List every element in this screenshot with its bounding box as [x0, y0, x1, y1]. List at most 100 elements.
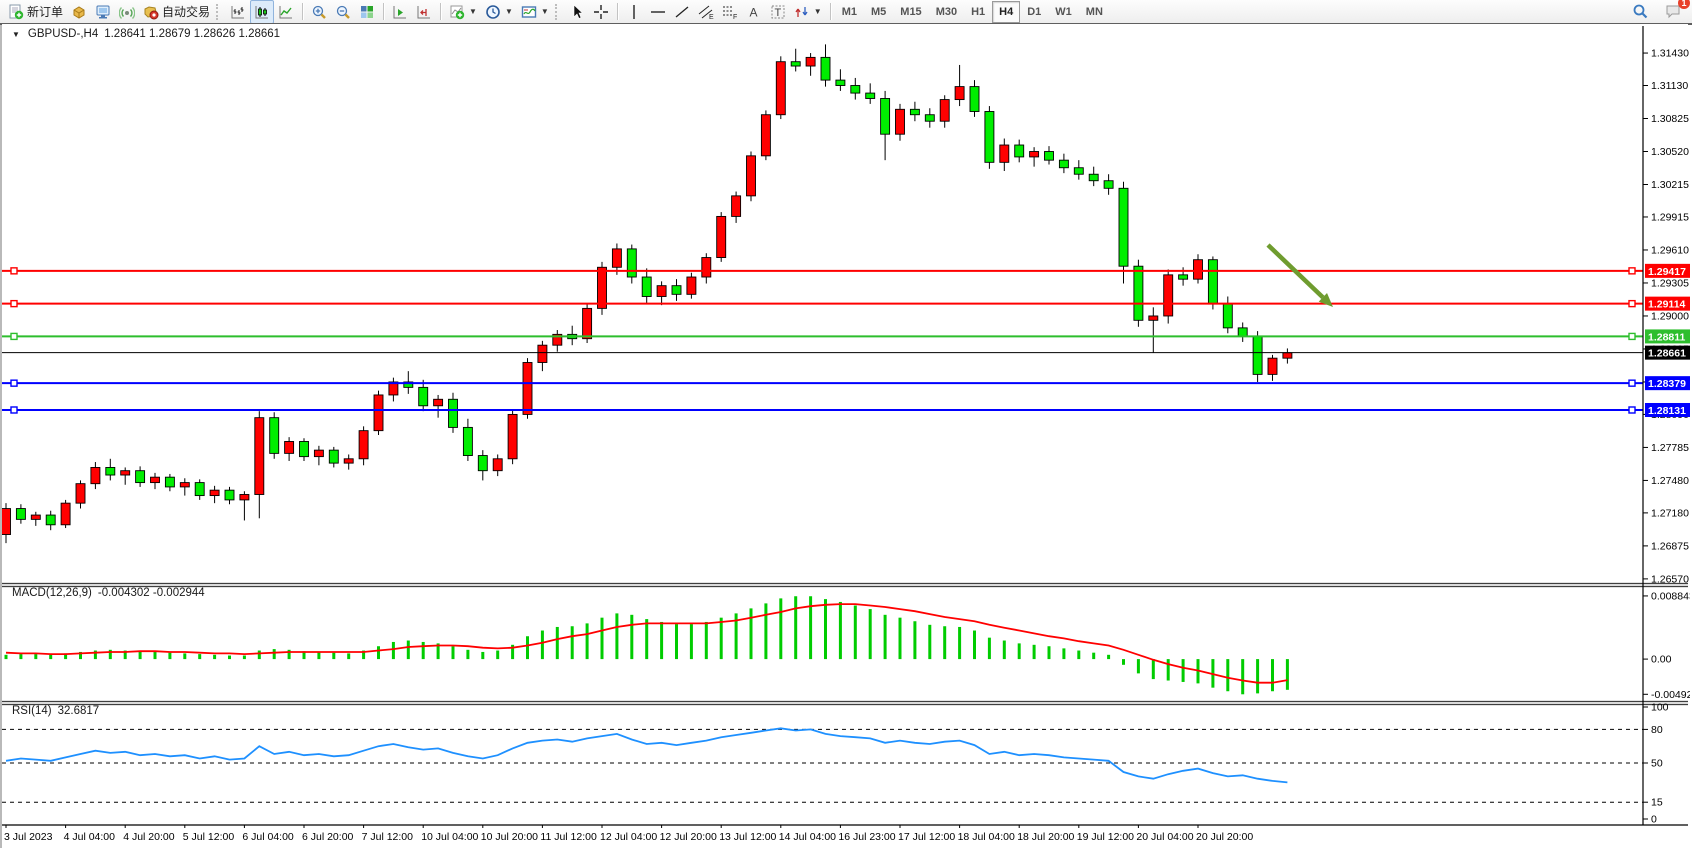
timeframe-d1-button[interactable]: D1 — [1027, 5, 1042, 18]
timeframe-m30-button[interactable]: M30 — [935, 5, 958, 18]
chart-title[interactable]: ▼ GBPUSD-,H4 1.28641 1.28679 1.28626 1.2… — [12, 28, 280, 40]
price-badge-label: 1.28379 — [1648, 378, 1686, 390]
candle-body — [984, 111, 995, 163]
equidistant-channel-button[interactable]: E — [694, 0, 718, 24]
periods-button[interactable]: ▼ — [481, 0, 517, 24]
line-chart-button[interactable] — [274, 0, 298, 24]
indicators-button[interactable]: ▼ — [445, 0, 481, 24]
macd-bar — [272, 649, 276, 660]
vertical-line-button[interactable] — [622, 0, 646, 24]
candle-body — [1222, 303, 1233, 329]
cursor-button[interactable] — [565, 0, 589, 24]
date-axis-label: 12 Jul 20:00 — [660, 831, 717, 843]
chart-shift-button[interactable] — [412, 0, 436, 24]
signal-button[interactable] — [115, 0, 139, 24]
candle-body — [239, 494, 250, 501]
candle-body — [1282, 352, 1293, 359]
fibonacci-button[interactable]: F — [718, 0, 742, 24]
zoom-out-button[interactable] — [331, 0, 355, 24]
line-chart-icon — [278, 4, 294, 20]
macd-bar — [1032, 644, 1036, 660]
candle-body — [1178, 274, 1189, 280]
templates-button[interactable]: ▼ — [517, 0, 553, 24]
horizontal-line-button[interactable] — [646, 0, 670, 24]
toolbar-separator — [440, 3, 442, 20]
candle-body — [492, 458, 503, 472]
macd-bar — [943, 626, 947, 660]
macd-values: -0.004302 -0.002944 — [97, 587, 205, 599]
search-button[interactable] — [1628, 0, 1653, 24]
toolbar-separator — [302, 3, 304, 20]
tile-windows-button[interactable] — [355, 0, 379, 24]
candle-body — [1148, 315, 1159, 321]
chart-ohlc-quotes: 1.28641 1.28679 1.28626 1.28661 — [104, 28, 281, 40]
candle-body — [641, 276, 652, 297]
timeframe-h1-button[interactable]: H1 — [971, 5, 986, 18]
macd-bar — [64, 653, 68, 660]
terminal-button[interactable] — [91, 0, 115, 24]
chart-symbol-period: GBPUSD-,H4 — [27, 28, 99, 40]
arrows-button[interactable]: ▼ — [790, 0, 826, 24]
timeframe-mn-button[interactable]: MN — [1085, 5, 1103, 18]
macd-bar — [734, 613, 738, 660]
price-axis-label: 1.27480 — [1651, 475, 1689, 487]
macd-bar — [1271, 659, 1274, 692]
market-watch-icon — [71, 4, 87, 20]
auto-trading-button[interactable]: 自动交易 — [139, 0, 214, 24]
macd-bar — [19, 654, 23, 660]
bar-chart-button[interactable] — [226, 0, 250, 24]
candle-body — [939, 99, 950, 122]
timeframe-m5-button[interactable]: M5 — [871, 5, 887, 18]
price-badge-label: 1.29417 — [1648, 266, 1686, 278]
date-axis-label: 18 Jul 04:00 — [958, 831, 1015, 843]
new-order-button[interactable]: 新订单 — [4, 0, 67, 24]
timeframe-m1-button[interactable]: M1 — [841, 5, 857, 18]
notifications-button[interactable]: 1 — [1661, 0, 1690, 24]
macd-bar — [928, 624, 932, 660]
market-watch-button[interactable] — [67, 0, 91, 24]
rsi-name: RSI(14) — [12, 705, 52, 717]
timeframe-w1-button[interactable]: W1 — [1055, 5, 1072, 18]
candle-body — [418, 386, 429, 407]
text-button[interactable]: A — [742, 0, 766, 24]
macd-bar — [377, 646, 380, 660]
candlestick-chart-button[interactable] — [250, 0, 275, 24]
auto-scroll-button[interactable] — [388, 0, 412, 24]
zoom-out-icon — [335, 4, 351, 20]
candle-body — [924, 114, 935, 122]
macd-axis-label: 0.00 — [1651, 654, 1672, 666]
macd-bar — [4, 654, 8, 660]
trendline-button[interactable] — [670, 0, 694, 24]
price-axis-label: 1.31430 — [1651, 48, 1689, 60]
notification-badge: 1 — [1678, 0, 1690, 9]
timeframe-m15-button[interactable]: M15 — [900, 5, 922, 18]
zoom-in-icon — [311, 4, 327, 20]
date-axis-label: 17 Jul 12:00 — [898, 831, 955, 843]
timeframe-h4-button[interactable]: H4 — [992, 0, 1021, 23]
macd-bar — [660, 621, 664, 660]
text-label-button[interactable]: T — [766, 0, 790, 24]
macd-bar — [49, 654, 53, 660]
search-icon — [1632, 3, 1649, 20]
macd-bar — [973, 630, 976, 660]
candle-body — [1014, 144, 1025, 158]
candle-body — [686, 276, 697, 295]
macd-bar — [1047, 646, 1051, 660]
candle-body — [746, 155, 756, 197]
zoom-in-button[interactable] — [307, 0, 331, 24]
macd-bar — [257, 650, 261, 660]
auto-trading-icon — [143, 4, 159, 20]
hline-handle — [10, 379, 18, 387]
price-axis-label: 1.29305 — [1651, 277, 1689, 289]
price-axis-label: 1.26875 — [1651, 540, 1689, 552]
date-axis-label: 10 Jul 04:00 — [421, 831, 478, 843]
candle-body — [1193, 259, 1203, 280]
crosshair-button[interactable] — [589, 0, 613, 24]
macd-bar — [749, 608, 753, 660]
text-label-icon: T — [770, 4, 786, 20]
rsi-line — [5, 727, 1288, 784]
candle-body — [999, 144, 1010, 163]
rsi-axis-label: 0 — [1651, 814, 1657, 826]
candle-body — [1133, 265, 1144, 321]
macd-bar — [436, 643, 440, 660]
